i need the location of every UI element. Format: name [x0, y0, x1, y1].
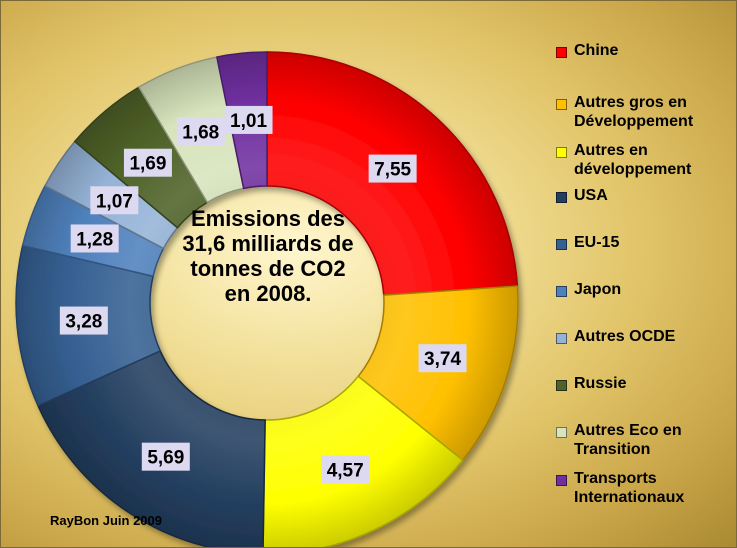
- legend-swatch: [556, 147, 567, 158]
- slice-value-box: [59, 306, 108, 335]
- legend-label-line: Chine: [574, 42, 619, 59]
- slice-value-label: 1,07: [90, 186, 139, 215]
- center-title-line: tonnes de CO2: [190, 256, 346, 281]
- legend-swatch: [556, 380, 567, 391]
- legend-swatch: [556, 475, 567, 486]
- legend-label-line: développement: [574, 161, 692, 178]
- slice-value-box: [321, 455, 370, 484]
- slice-value-text: 4,57: [327, 461, 364, 482]
- legend-label: Autres Eco en Transition: [574, 421, 682, 459]
- slice-value-text: 1,28: [76, 229, 113, 250]
- slice-value-text: 1,07: [96, 191, 133, 212]
- slice-value-box: [123, 148, 172, 177]
- slice-value-label: 3,28: [59, 306, 108, 335]
- center-title-line: Emissions des: [190, 206, 346, 231]
- legend-label: Transports Internationaux: [574, 469, 684, 507]
- legend-swatch: [556, 427, 567, 438]
- legend-label-line: Internationaux: [574, 489, 685, 506]
- legend-label: Autres en développement: [574, 141, 691, 179]
- legend-item: Autres Eco en Transition: [556, 421, 682, 459]
- slice-value-box: [70, 224, 119, 253]
- slice-value-text: 1,68: [182, 122, 219, 143]
- slice-value-text: 3,74: [424, 349, 461, 370]
- slice-value-label: 1,01: [224, 105, 273, 134]
- legend-item: EU-15: [556, 233, 619, 252]
- legend-label: Autres OCDE: [574, 327, 675, 346]
- legend-label: Chine: [574, 41, 618, 60]
- slice-value-text: 1,69: [129, 154, 166, 175]
- slice-value-box: [224, 105, 273, 134]
- legend-item: Chine: [556, 41, 618, 60]
- legend-item: Autres OCDE: [556, 327, 675, 346]
- legend-label-line: Transports: [574, 470, 657, 487]
- donut-slice-autres-gros-en-d-veloppement: [357, 285, 519, 462]
- legend-swatch: [556, 47, 567, 58]
- center-title: Emissions des 31,6 milliards de tonnes d…: [153, 206, 383, 306]
- legend-swatch: [556, 99, 567, 110]
- slice-value-box: [141, 442, 190, 471]
- slice-value-label: 1,69: [123, 148, 172, 177]
- slice-value-label: 7,55: [368, 154, 417, 183]
- slice-value-box: [418, 344, 467, 373]
- legend-label-line: Transition: [574, 441, 651, 458]
- slice-value-label: 1,28: [70, 224, 119, 253]
- legend-label-line: Autres OCDE: [574, 328, 676, 345]
- legend-item: USA: [556, 186, 608, 205]
- center-title-line: en 2008.: [224, 281, 312, 306]
- slice-value-text: 7,55: [374, 160, 411, 181]
- slice-value-box: [368, 154, 417, 183]
- legend-label-line: EU-15: [574, 234, 620, 251]
- slice-value-text: 5,69: [147, 448, 184, 469]
- legend-label-line: Développement: [574, 113, 694, 130]
- slice-value-label: 5,69: [141, 442, 190, 471]
- slice-value-box: [90, 186, 139, 215]
- slice-value-box: [176, 117, 225, 146]
- legend-label-line: Autres Eco en: [574, 422, 682, 439]
- legend-label-line: Russie: [574, 375, 627, 392]
- legend-label-line: Autres en: [574, 142, 648, 159]
- slice-value-text: 1,01: [230, 111, 267, 132]
- legend-label: Autres gros en Développement: [574, 93, 693, 131]
- legend-item: Autres gros en Développement: [556, 93, 693, 131]
- slice-value-label: 1,68: [176, 117, 225, 146]
- legend-item: Autres en développement: [556, 141, 691, 179]
- slice-value-label: 3,74: [418, 344, 467, 373]
- slice-value-label: 4,57: [321, 455, 370, 484]
- legend-label: USA: [574, 186, 608, 205]
- legend-item: Transports Internationaux: [556, 469, 684, 507]
- legend-item: Russie: [556, 374, 626, 393]
- legend-label-line: Japon: [574, 281, 622, 298]
- legend-label: EU-15: [574, 233, 619, 252]
- legend-label-line: USA: [574, 187, 608, 204]
- center-title-line: 31,6 milliards de: [182, 231, 354, 256]
- legend-swatch: [556, 192, 567, 203]
- author-credit: RayBon Juin 2009: [50, 513, 162, 528]
- legend-label: Japon: [574, 280, 621, 299]
- legend-swatch: [556, 239, 567, 250]
- legend-label: Russie: [574, 374, 626, 393]
- slice-value-text: 3,28: [65, 312, 102, 333]
- legend-label-line: Autres gros en: [574, 94, 687, 111]
- legend-swatch: [556, 286, 567, 297]
- legend-item: Japon: [556, 280, 621, 299]
- legend-swatch: [556, 333, 567, 344]
